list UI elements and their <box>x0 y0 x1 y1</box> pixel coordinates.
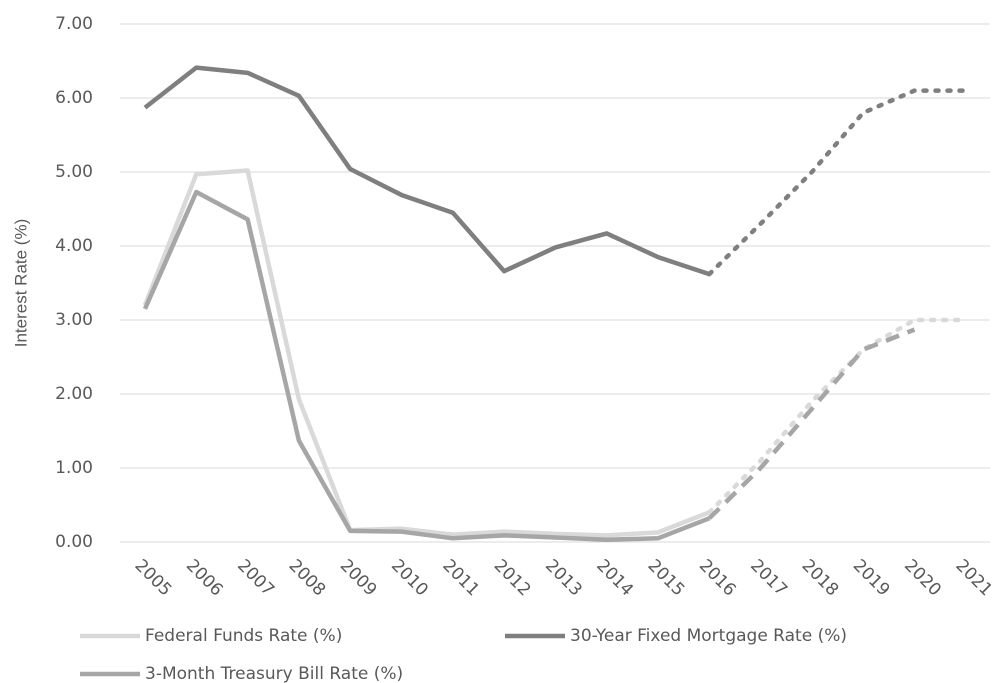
x-tick-label: 2020 <box>900 556 945 601</box>
line <box>142 189 711 543</box>
x-tick-label: 2008 <box>285 556 330 601</box>
y-tick-label: 2.00 <box>55 384 93 404</box>
x-tick-label: 2011 <box>438 556 483 601</box>
x-tick-label: 2012 <box>490 556 535 601</box>
y-tick-label: 6.00 <box>55 88 93 108</box>
x-tick-label: 2010 <box>387 556 432 601</box>
x-tick-label: 2018 <box>798 556 843 601</box>
line <box>142 168 711 538</box>
forecast-line <box>707 88 969 277</box>
y-axis-label: Interest Rate (%) <box>11 219 30 348</box>
line <box>143 65 711 277</box>
x-tick-label: 2017 <box>746 556 791 601</box>
x-tick-label: 2009 <box>336 556 381 601</box>
legend-label: 30-Year Fixed Mortgage Rate (%) <box>570 626 847 646</box>
x-tick-label: 2016 <box>695 556 740 601</box>
x-tick-label: 2013 <box>541 556 586 601</box>
x-tick-label: 2005 <box>131 556 176 601</box>
y-tick-label: 7.00 <box>55 14 93 34</box>
x-tick-label: 2021 <box>951 556 996 601</box>
y-tick-label: 1.00 <box>55 458 93 478</box>
x-tick-label: 2006 <box>182 556 227 601</box>
x-tick-label: 2015 <box>644 556 689 601</box>
legend-label: Federal Funds Rate (%) <box>145 626 342 646</box>
y-tick-label: 3.00 <box>55 310 93 330</box>
y-tick-label: 4.00 <box>55 236 93 256</box>
forecast-line <box>707 327 916 520</box>
x-tick-label: 2014 <box>592 556 637 601</box>
y-tick-label: 0.00 <box>55 532 93 552</box>
x-tick-label: 2007 <box>233 556 278 601</box>
y-tick-label: 5.00 <box>55 162 93 182</box>
forecast-line <box>707 317 969 515</box>
x-tick-label: 2019 <box>849 556 894 601</box>
legend-label: 3-Month Treasury Bill Rate (%) <box>145 664 403 683</box>
